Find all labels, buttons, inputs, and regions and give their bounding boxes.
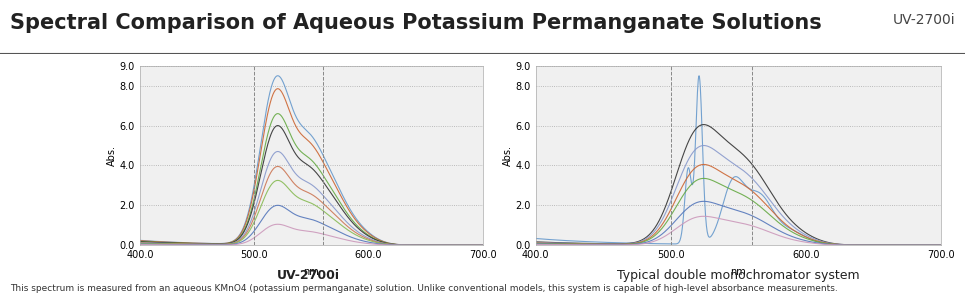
X-axis label: nm: nm	[731, 267, 746, 277]
Text: UV-2700i: UV-2700i	[893, 13, 955, 28]
Text: This spectrum is measured from an aqueous KMnO4 (potassium permanganate) solutio: This spectrum is measured from an aqueou…	[10, 284, 838, 293]
Text: UV-2700i: UV-2700i	[277, 269, 341, 282]
Y-axis label: Abs.: Abs.	[107, 145, 117, 166]
X-axis label: nm: nm	[303, 267, 319, 277]
Text: Spectral Comparison of Aqueous Potassium Permanganate Solutions: Spectral Comparison of Aqueous Potassium…	[10, 13, 821, 33]
Y-axis label: Abs.: Abs.	[503, 145, 512, 166]
Text: Typical double monochromator system: Typical double monochromator system	[617, 269, 860, 282]
